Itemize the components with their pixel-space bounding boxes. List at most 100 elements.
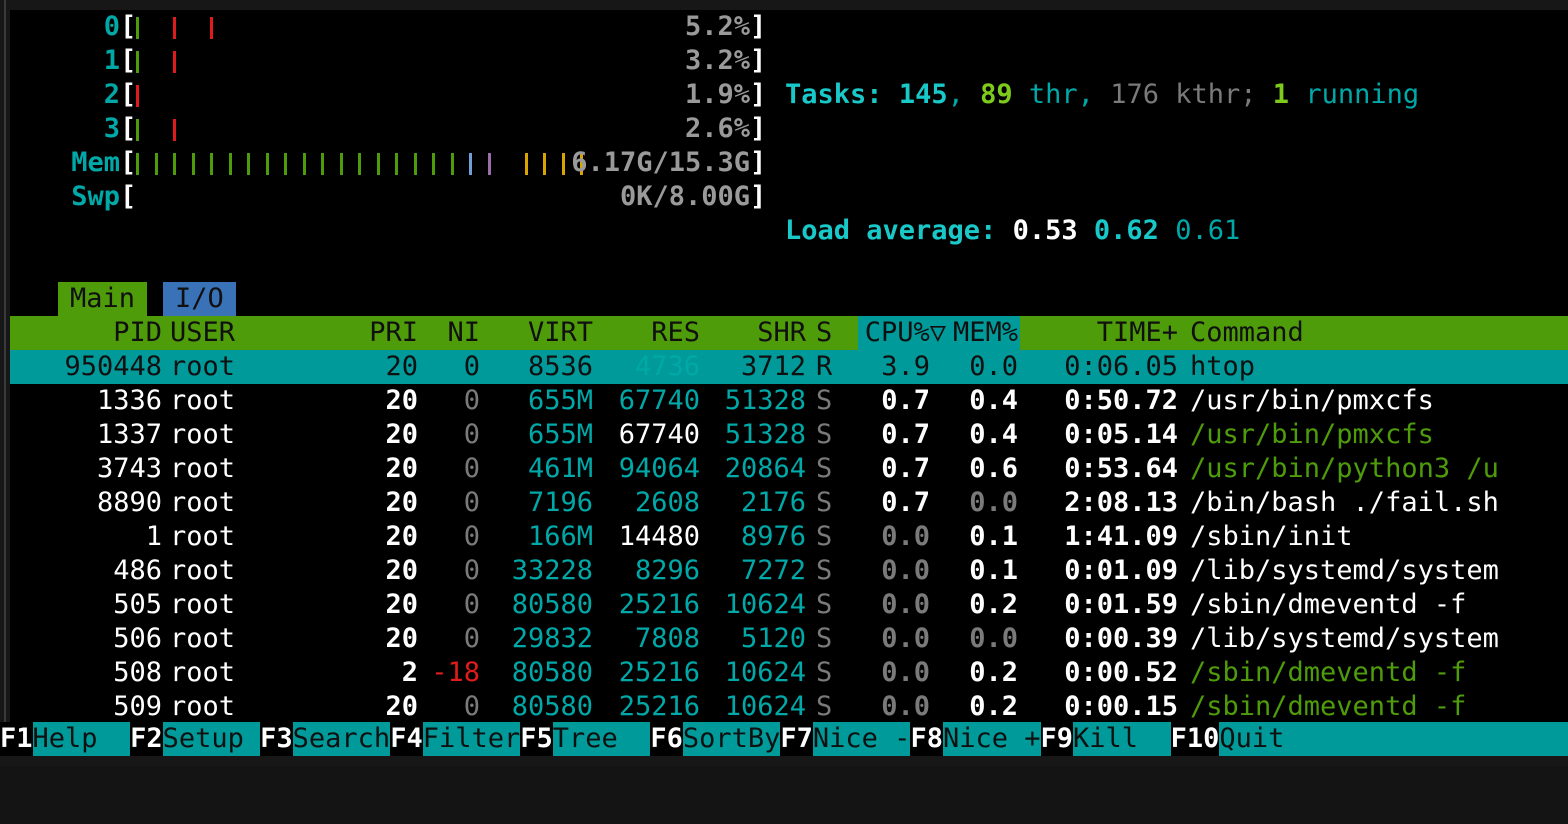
cell-time: 0:00.52 (1064, 657, 1178, 688)
table-row[interactable]: 506 root 20 0 29832 7808 5120 S 0.0 0.0 0:00.39/li… (10, 622, 1568, 656)
function-key-f7[interactable]: F7 (780, 722, 813, 756)
cpu-meter-1-bracket-open: [ (120, 45, 137, 76)
tasks-thr-label: thr, (1028, 79, 1094, 110)
table-row[interactable]: 508 root 2 -18 80580 25216 10624 S 0.0 0.2 0:00.52… (10, 656, 1568, 690)
cell-pid: 508 (113, 657, 162, 688)
cell-ni: 0 (463, 419, 480, 450)
function-key-f2[interactable]: F2 (130, 722, 163, 756)
function-label-kill[interactable]: Kill (1073, 722, 1171, 756)
table-row-selected[interactable]: 950448 root 20 0 8536 4736 3712 R 3.9 0.0 0:06.05 h… (10, 350, 1568, 384)
cell-time: 0:01.59 (1064, 589, 1178, 620)
cell-res: 25216 (618, 691, 700, 722)
load-1min: 0.53 (1012, 215, 1078, 246)
column-header-cpu[interactable]: CPU%▽ (864, 317, 946, 348)
cpu-meter-2-value: 1.9% (684, 79, 750, 110)
cell-user: root (170, 385, 236, 416)
function-label-nice-[interactable]: Nice - (812, 722, 911, 756)
function-key-f4[interactable]: F4 (390, 722, 423, 756)
table-row[interactable]: 8890 root 20 0 7196 2608 2176 S 0.7 0.0 2:08.13/bi… (10, 486, 1568, 520)
cell-cmd: /sbin/dmeventd -f (1190, 691, 1467, 722)
cell-res: 67740 (618, 419, 700, 450)
tab-i-o[interactable]: I/O (163, 282, 236, 316)
load-average-row: Load average: 0.53 0.62 0.61 (785, 214, 1419, 248)
mem-meter-label: Mem (71, 147, 120, 178)
mem-meter-bracket-open: [ (120, 147, 137, 178)
process-table: PID USER PRI NI VIRT RES SHR S CPU%▽ MEM% TIME+ Com… (10, 316, 1568, 724)
meters-panel: 0[5.2%] 1[3.2%] 2[1.9%] 3[2.6%] Mem[6.17G/15… (10, 10, 1568, 214)
function-label-tree[interactable]: Tree (552, 722, 651, 756)
cell-shr: 3712 (740, 351, 806, 382)
table-row[interactable]: 505 root 20 0 80580 25216 10624 S 0.0 0.2 0:01.59 /… (10, 588, 1568, 622)
function-label-sortby[interactable]: SortBy (682, 722, 781, 756)
table-row[interactable]: 1336 root 20 0 655M 67740 51328 S 0.7 0.4 0:50.72 /… (10, 384, 1568, 418)
screen-tabs[interactable]: Main I/O (10, 282, 236, 316)
cell-cpu: 0.0 (881, 589, 930, 620)
table-row[interactable]: 486 root 20 0 33228 8296 7272 S 0.0 0.1 0:01.09/li… (10, 554, 1568, 588)
column-header-pid[interactable]: PID (113, 317, 162, 348)
column-header-cmd[interactable]: Command (1190, 317, 1304, 348)
cell-cmd: /lib/systemd/system (1190, 555, 1499, 586)
function-key-f3[interactable]: F3 (260, 722, 293, 756)
cell-user: root (170, 623, 236, 654)
cell-pri: 20 (385, 453, 418, 484)
function-label-help[interactable]: Help (32, 722, 131, 756)
column-header-ni[interactable]: NI (447, 317, 480, 348)
column-header-time[interactable]: TIME+ (1096, 317, 1178, 348)
column-header-mem[interactable]: MEM% (952, 317, 1018, 348)
table-row[interactable]: 509 root 20 0 80580 25216 10624 S 0.0 0.2 0:00.15 /… (10, 690, 1568, 724)
cell-s: S (816, 521, 833, 552)
swap-meter-bracket-open: [ (120, 181, 137, 212)
table-row[interactable]: 3743 root 20 0 461M 94064 20864 S 0.7 0.6 0:53.64 /… (10, 452, 1568, 486)
tasks-running-label: running (1305, 79, 1420, 110)
cpu-meter-0: 0[5.2%] (10, 10, 1568, 44)
function-key-f10[interactable]: F10 (1170, 722, 1220, 756)
column-header-res[interactable]: RES (651, 317, 700, 348)
cell-pid: 505 (113, 589, 162, 620)
table-row[interactable]: 1 root 20 0 166M 14480 8976 S 0.0 0.1 1:41.09/sbin… (10, 520, 1568, 554)
cell-res: 7808 (634, 623, 700, 654)
window-left-edge (4, 0, 6, 766)
cpu-meter-2-bar (136, 85, 139, 107)
cell-time: 1:41.09 (1064, 521, 1178, 552)
column-header-user[interactable]: USER (170, 317, 236, 348)
function-key-f9[interactable]: F9 (1040, 722, 1074, 756)
column-header-virt[interactable]: VIRT (527, 317, 593, 348)
column-header-s[interactable]: S (816, 317, 833, 348)
tab-main[interactable]: Main (58, 282, 148, 316)
cell-shr: 5120 (740, 623, 806, 654)
function-key-f6[interactable]: F6 (650, 722, 683, 756)
mem-meter-bar (524, 153, 528, 175)
cpu-meter-1: 1[3.2%] (10, 44, 1568, 78)
table-header-row[interactable]: PID USER PRI NI VIRT RES SHR S CPU%▽ MEM% TIME+ Com… (10, 316, 1568, 350)
window-bottom-edge (0, 756, 1568, 766)
function-key-f5[interactable]: F5 (520, 722, 553, 756)
cell-res: 25216 (618, 589, 700, 620)
function-key-f1[interactable]: F1 (0, 722, 33, 756)
cell-shr: 8976 (740, 521, 806, 552)
swap-meter-value: 0K/8.00G (619, 181, 750, 212)
cell-res: 14480 (618, 521, 700, 552)
cell-pid: 506 (113, 623, 162, 654)
function-key-bar[interactable]: F1Help F2Setup F3SearchF4FilterF5Tree F6… (0, 722, 1568, 756)
function-label-filter[interactable]: Filter (422, 722, 521, 756)
table-row[interactable]: 1337 root 20 0 655M 67740 51328 S 0.7 0.4 0:05.14 /… (10, 418, 1568, 452)
cell-s: S (816, 691, 833, 722)
sort-column-highlight (858, 316, 1020, 350)
cpu-meter-0-bracket-close: ] (750, 11, 767, 42)
function-label-search[interactable]: Search (292, 722, 391, 756)
function-label-setup[interactable]: Setup (162, 722, 261, 756)
mem-meter-bar (469, 153, 472, 175)
column-header-pri[interactable]: PRI (369, 317, 418, 348)
column-header-shr[interactable]: SHR (757, 317, 806, 348)
cell-user: root (170, 351, 236, 382)
cell-res: 67740 (618, 385, 700, 416)
cell-mem: 0.4 (969, 419, 1018, 450)
function-key-f8[interactable]: F8 (910, 722, 943, 756)
cell-cmd: /usr/bin/python3 /u (1190, 453, 1499, 484)
cell-cpu: 0.7 (881, 419, 930, 450)
cell-mem: 0.4 (969, 385, 1018, 416)
function-label-quit[interactable]: Quit (1219, 722, 1317, 756)
cell-user: root (170, 419, 236, 450)
function-label-nice-[interactable]: Nice + (942, 722, 1041, 756)
cell-cpu: 0.0 (881, 555, 930, 586)
